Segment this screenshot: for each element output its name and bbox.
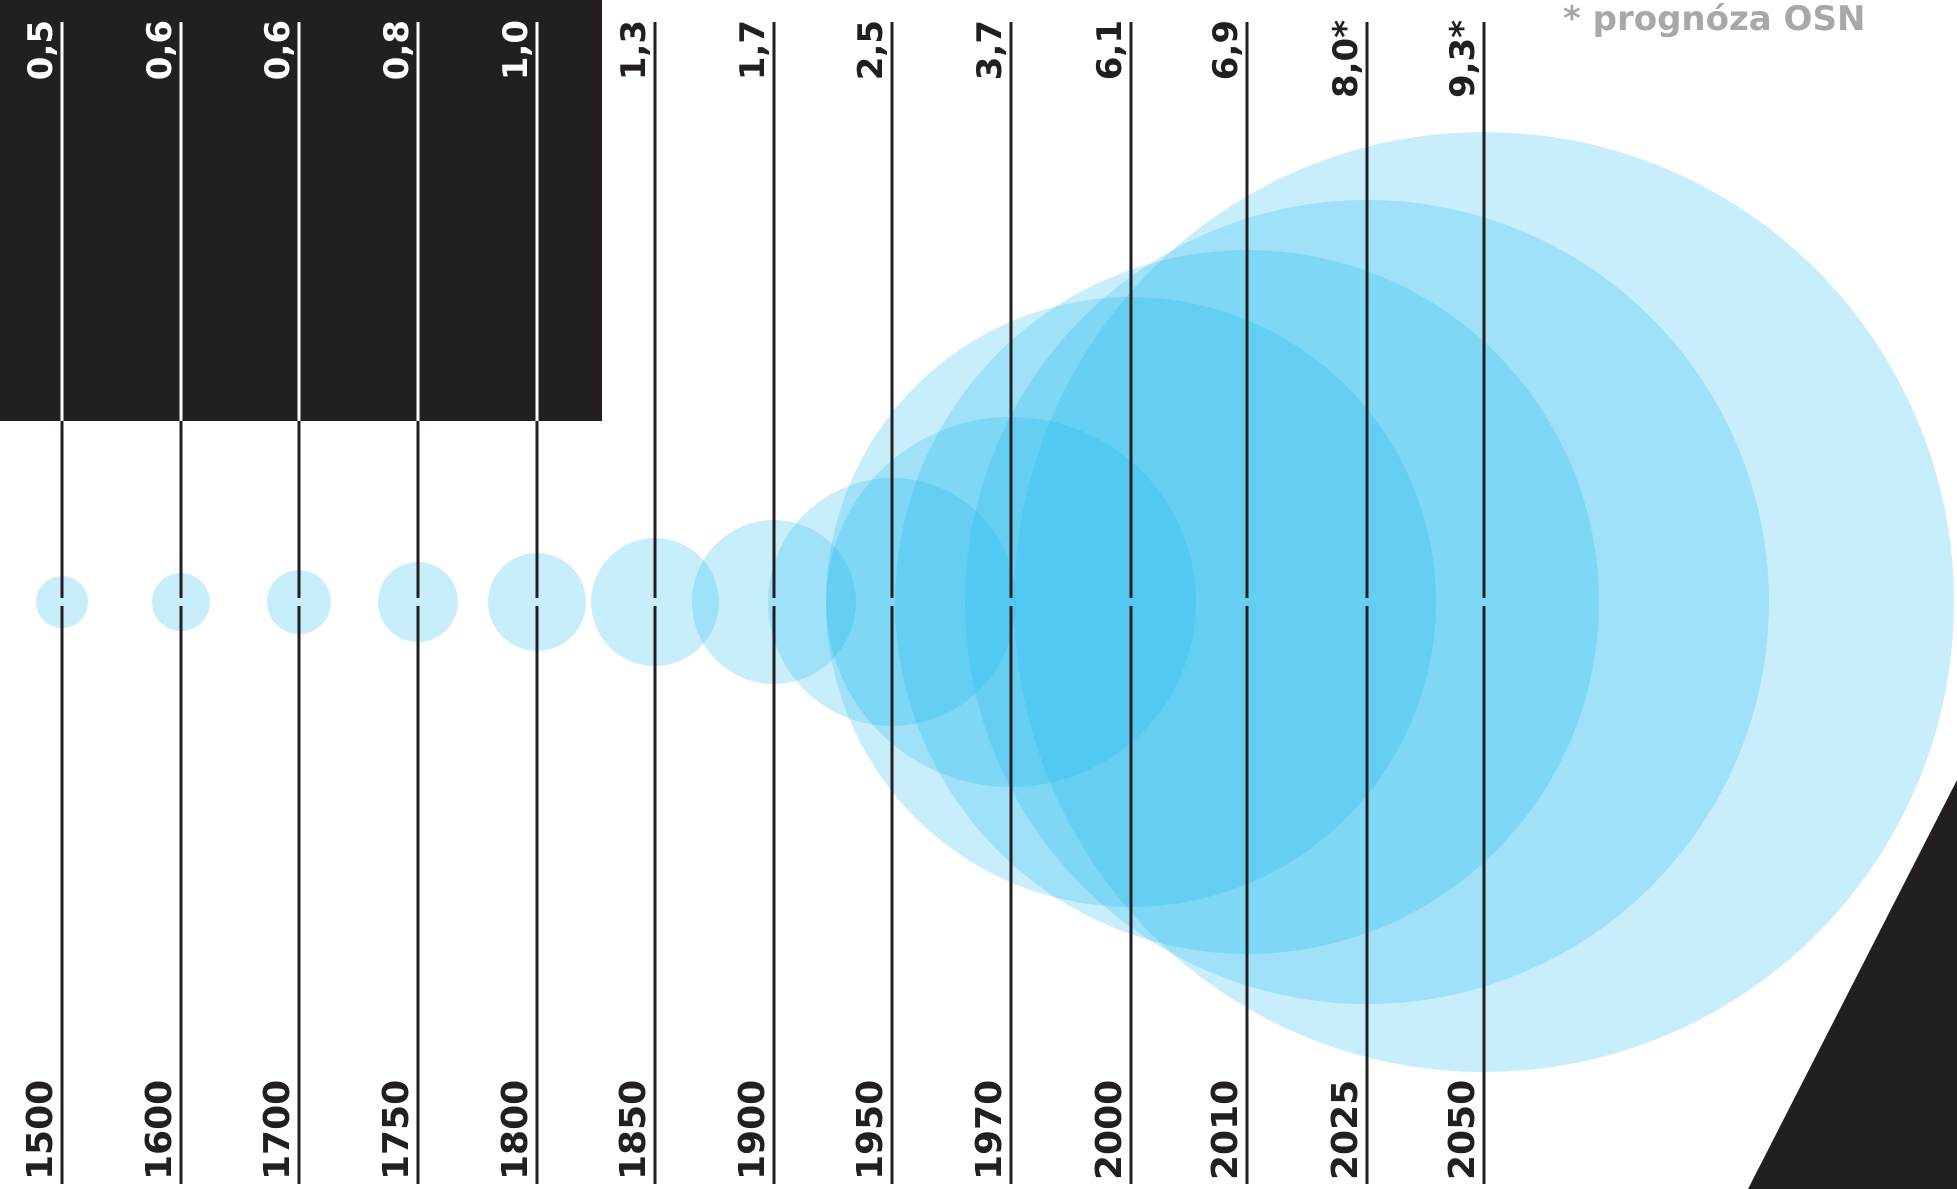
year-label-1900: 1900 xyxy=(732,1080,773,1180)
bubble-1700 xyxy=(267,570,331,634)
bubble-1900 xyxy=(692,520,856,684)
year-label-1700: 1700 xyxy=(257,1080,298,1180)
bubble-1500 xyxy=(36,576,88,628)
year-label-1950: 1950 xyxy=(850,1080,891,1180)
value-label-1600: 0,6 xyxy=(140,20,180,80)
bubble-1970 xyxy=(826,417,1196,787)
projection-note: * prognóza OSN xyxy=(1563,0,1865,39)
year-label-2010: 2010 xyxy=(1205,1080,1246,1180)
value-label-2010: 6,9 xyxy=(1206,20,1246,80)
value-label-2025: 8,0* xyxy=(1326,20,1366,98)
value-label-1970: 3,7 xyxy=(970,20,1010,80)
year-label-1850: 1850 xyxy=(613,1080,654,1180)
year-label-1750: 1750 xyxy=(376,1080,417,1180)
value-label-1700: 0,6 xyxy=(258,20,298,80)
bubble-1800 xyxy=(488,553,586,651)
bubble-1850 xyxy=(591,538,719,666)
year-label-1970: 1970 xyxy=(969,1080,1010,1180)
value-label-1900: 1,7 xyxy=(733,20,773,80)
bubble-1600 xyxy=(152,573,210,631)
bubble-1950 xyxy=(768,478,1016,726)
bubble-1750 xyxy=(378,562,458,642)
bubble-2050 xyxy=(1014,132,1954,1072)
year-label-1500: 1500 xyxy=(20,1080,61,1180)
bubble-2000 xyxy=(826,297,1436,907)
value-label-2000: 6,1 xyxy=(1090,20,1130,80)
value-label-1950: 2,5 xyxy=(851,20,891,80)
bubble-2010 xyxy=(895,250,1599,954)
year-label-1800: 1800 xyxy=(495,1080,536,1180)
labels: 0,5 1500 0,6 1600 0,6 1700 0,8 1750 1,0 1800 1,3 18… xyxy=(20,0,1865,1180)
value-label-1500: 0,5 xyxy=(21,20,61,80)
year-label-2050: 2050 xyxy=(1442,1080,1483,1180)
value-label-1750: 0,8 xyxy=(377,20,417,80)
year-label-2025: 2025 xyxy=(1325,1080,1366,1180)
dark-corner-triangle xyxy=(1748,780,1957,1189)
bubble-2025 xyxy=(965,200,1769,1004)
value-label-1850: 1,3 xyxy=(614,20,654,80)
bubbles xyxy=(36,132,1954,1072)
year-label-2000: 2000 xyxy=(1089,1080,1130,1180)
value-label-2050: 9,3* xyxy=(1443,20,1483,98)
dark-header-panel xyxy=(0,0,602,421)
leader-lines xyxy=(60,22,1486,1184)
year-label-1600: 1600 xyxy=(139,1080,180,1180)
value-label-1800: 1,0 xyxy=(496,20,536,80)
